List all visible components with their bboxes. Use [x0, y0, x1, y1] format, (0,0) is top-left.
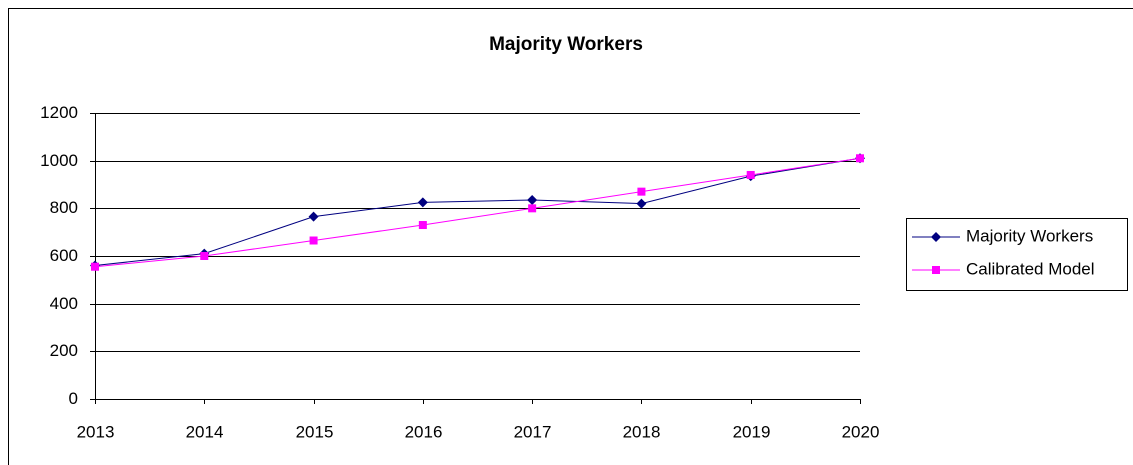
chart-title: Majority Workers — [489, 34, 643, 55]
y-tick-label: 1000 — [40, 151, 78, 170]
data-point — [308, 211, 319, 222]
x-tick-label: 2019 — [733, 422, 771, 441]
data-point — [309, 236, 318, 245]
legend-box — [906, 218, 1128, 291]
y-tick-label: 0 — [69, 389, 78, 408]
legend-marker — [932, 266, 940, 274]
y-tick-label: 800 — [50, 198, 78, 217]
x-tick-label: 2017 — [514, 422, 552, 441]
x-tick-label: 2013 — [77, 422, 115, 441]
series-line — [94, 157, 861, 268]
x-tick-label: 2018 — [623, 422, 661, 441]
data-point — [637, 187, 646, 196]
x-tick-label: 2016 — [405, 422, 443, 441]
legend-label: Calibrated Model — [966, 259, 1095, 278]
x-tick-label: 2020 — [842, 422, 880, 441]
legend-marker — [931, 232, 941, 242]
data-point — [418, 221, 427, 230]
data-point — [527, 194, 538, 205]
data-point — [91, 262, 99, 271]
y-tick-label: 200 — [50, 341, 78, 360]
legend-label: Majority Workers — [966, 226, 1093, 245]
series-line — [94, 157, 861, 267]
y-tick-label: 1200 — [40, 103, 78, 122]
data-point — [417, 197, 428, 208]
y-tick-label: 600 — [50, 246, 78, 265]
x-tick-label: 2015 — [296, 422, 334, 441]
data-point — [528, 204, 537, 213]
data-point — [636, 198, 647, 209]
data-point — [746, 170, 755, 179]
y-tick-label: 400 — [50, 294, 78, 313]
data-point — [856, 154, 864, 163]
x-tick-label: 2014 — [186, 422, 224, 441]
data-point — [200, 252, 209, 260]
